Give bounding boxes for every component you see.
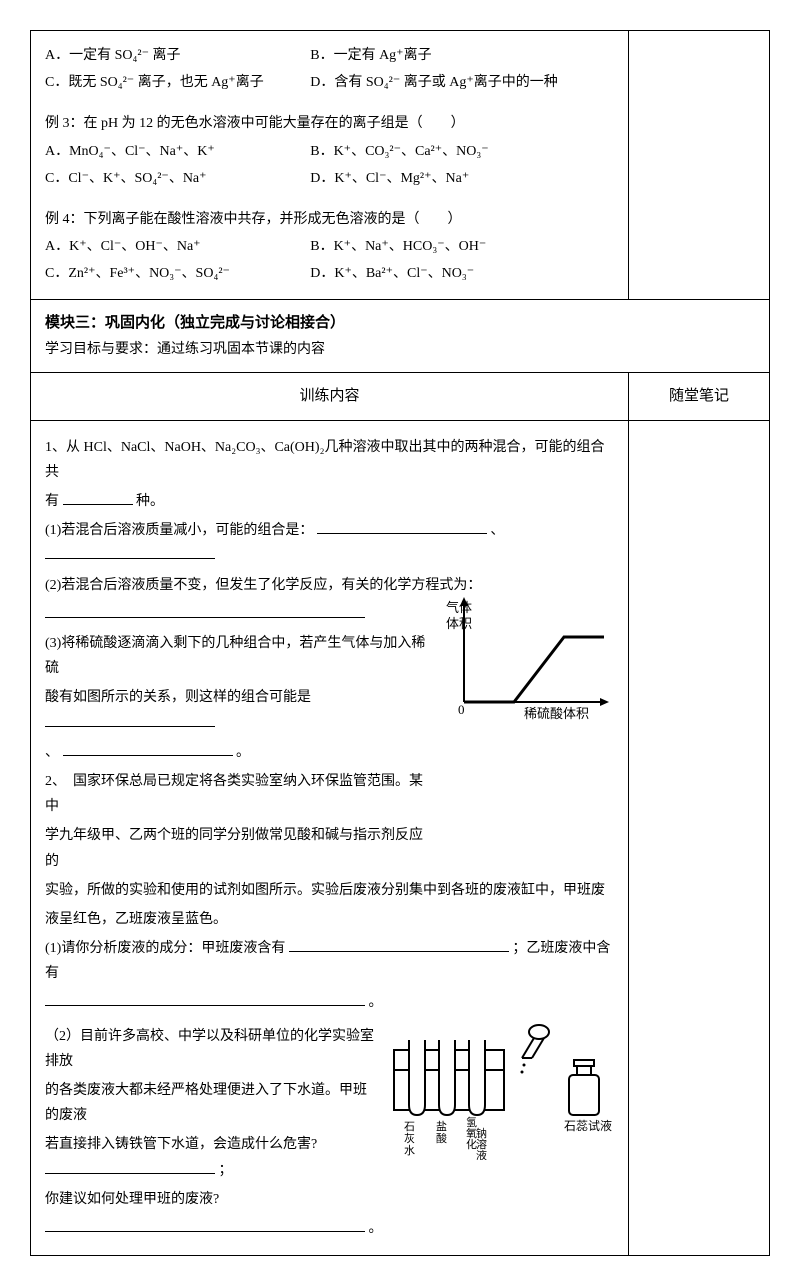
training-notes	[629, 421, 769, 1255]
q2-p2f: 。	[369, 1221, 383, 1236]
q1-blank-count[interactable]	[63, 491, 133, 505]
q2-stem-d: 液呈红色，乙班废液呈蓝色。	[45, 907, 614, 932]
q2-stem-b: 学九年级甲、乙两个班的同学分别做常见酸和碱与指示剂反应的	[45, 823, 434, 873]
q2-stem-c: 实验，所做的实验和使用的试剂如图所示。实验后废液分别集中到各班的废液缸中，甲班废	[45, 878, 614, 903]
q1-p3a: (3)将稀硫酸逐滴滴入剩下的几种组合中，若产生气体与加入稀硫	[45, 631, 434, 681]
header-notes: 随堂笔记	[629, 373, 769, 420]
ex3-row2: C．Cl⁻、K⁺、SO₄²⁻、Na⁺ D．K⁺、Cl⁻、Mg²⁺、Na⁺	[45, 166, 614, 191]
graph-xlabel: 稀硫酸体积	[524, 706, 589, 721]
q1-stem-a: 1、从 HCl、NaCl、NaOH、Na₂CO₃、Ca(OH)₂几种溶液中取出其…	[45, 435, 614, 485]
graph-ylabel1: 气体	[446, 600, 472, 615]
top-opt-d: D．含有 SO₄²⁻ 离子或 Ag⁺离子中的一种	[310, 70, 595, 95]
q1-p1-sep: 、	[490, 523, 504, 538]
top-options-2: C．既无 SO₄²⁻ 离子，也无 Ag⁺离子 D．含有 SO₄²⁻ 离子或 Ag…	[45, 70, 614, 95]
header-training: 训练内容	[31, 373, 629, 420]
q2-p2-section: 石 灰 水 盐 酸 氢 氧 化 钠 溶 液 石蕊试液 （2）目前许多高校、中学以	[45, 1020, 614, 1246]
q2-p1c: 。	[369, 995, 383, 1010]
svg-text:灰: 灰	[404, 1131, 415, 1145]
top-options-1: A．一定有 SO₄²⁻ 离子 B．一定有 Ag⁺离子	[45, 43, 614, 68]
module3-title: 模块三：巩固内化（独立完成与讨论相接合）	[45, 310, 755, 337]
diag-label1-a: 石	[404, 1121, 415, 1133]
q2-p1-line: (1)请你分析废液的成分：甲班废液含有 ；乙班废液中含有	[45, 936, 614, 986]
q2-p1-blank1[interactable]	[289, 938, 509, 952]
examples-row: A．一定有 SO₄²⁻ 离子 B．一定有 Ag⁺离子 C．既无 SO₄²⁻ 离子…	[31, 31, 769, 300]
top-opt-b: B．一定有 Ag⁺离子	[310, 43, 595, 68]
header-row: 训练内容 随堂笔记	[31, 373, 769, 421]
svg-text:水: 水	[404, 1144, 415, 1157]
q1-graph-section: 气体 体积 0 稀硫酸体积 (3)将稀硫酸逐滴滴入剩下的几种组合中，若产生气体与…	[45, 602, 614, 874]
worksheet-page: A．一定有 SO₄²⁻ 离子 B．一定有 Ag⁺离子 C．既无 SO₄²⁻ 离子…	[30, 30, 770, 1256]
q1-p3d: 。	[236, 745, 250, 760]
q2-p2e: 你建议如何处理甲班的废液?	[45, 1187, 614, 1212]
svg-text:0: 0	[458, 702, 465, 717]
ex4-opt-d: D．K⁺、Ba²⁺、Cl⁻、NO₃⁻	[310, 261, 595, 286]
q1-p2-blank[interactable]	[45, 604, 365, 618]
module3-goal: 学习目标与要求：通过练习巩固本节课的内容	[45, 337, 755, 362]
ex4-row1: A．K⁺、Cl⁻、OH⁻、Na⁺ B．K⁺、Na⁺、HCO₃⁻、OH⁻	[45, 234, 614, 259]
module3-content: 模块三：巩固内化（独立完成与讨论相接合） 学习目标与要求：通过练习巩固本节课的内…	[31, 300, 769, 372]
q1-p1-text: (1)若混合后溶液质量减小，可能的组合是：	[45, 523, 313, 538]
q2-p1a: (1)请你分析废液的成分：甲班废液含有	[45, 941, 285, 956]
svg-text:液: 液	[476, 1148, 487, 1160]
q1-p3b: 酸有如图所示的关系，则这样的组合可能是	[45, 690, 311, 705]
ex3-row1: A．MnO₄⁻、Cl⁻、Na⁺、K⁺ B．K⁺、CO₃²⁻、Ca²⁺、NO₃⁻	[45, 139, 614, 164]
svg-text:酸: 酸	[436, 1131, 447, 1145]
diag-label2-a: 盐	[436, 1120, 447, 1133]
q2-stem-a: 2、 国家环保总局已规定将各类实验室纳入环保监管范围。某中	[45, 769, 434, 819]
q2-p2c: 若直接排入铸铁管下水道，会造成什么危害?	[45, 1137, 317, 1152]
q2-p2-blank1[interactable]	[45, 1160, 215, 1174]
q2-p1-blank2[interactable]	[45, 992, 365, 1006]
top-opt-a: A．一定有 SO₄²⁻ 离子	[45, 43, 307, 68]
ex3-opt-a: A．MnO₄⁻、Cl⁻、Na⁺、K⁺	[45, 139, 307, 164]
svg-text:溶: 溶	[476, 1137, 487, 1151]
q2-p1-line2: 。	[45, 990, 614, 1015]
examples-content: A．一定有 SO₄²⁻ 离子 B．一定有 Ag⁺离子 C．既无 SO₄²⁻ 离子…	[31, 31, 629, 299]
ex4-opt-b: B．K⁺、Na⁺、HCO₃⁻、OH⁻	[310, 234, 595, 259]
ex4-opt-a: A．K⁺、Cl⁻、OH⁻、Na⁺	[45, 234, 307, 259]
training-content: 1、从 HCl、NaCl、NaOH、Na₂CO₃、Ca(OH)₂几种溶液中取出其…	[31, 421, 629, 1255]
q1-p3c: 、	[45, 745, 59, 760]
q2-p2-blank2[interactable]	[45, 1218, 365, 1232]
q1-p1-blank1[interactable]	[317, 520, 487, 534]
q1-stem-b: 有	[45, 494, 59, 509]
q2-p2d: ；	[219, 1163, 233, 1178]
svg-text:钠: 钠	[476, 1126, 487, 1140]
svg-text:氢: 氢	[466, 1115, 477, 1129]
ex4-opt-c: C．Zn²⁺、Fe³⁺、NO₃⁻、SO₄²⁻	[45, 261, 307, 286]
graph-ylabel2: 体积	[446, 616, 472, 631]
top-opt-c: C．既无 SO₄²⁻ 离子，也无 Ag⁺离子	[45, 70, 307, 95]
q1-stem-c: 种。	[136, 494, 164, 509]
q1-p3c-line: 、 。	[45, 740, 434, 765]
ex4-title: 例 4：下列离子能在酸性溶液中共存，并形成无色溶液的是（ ）	[45, 207, 614, 232]
gas-volume-graph: 气体 体积 0 稀硫酸体积	[444, 592, 614, 722]
examples-notes	[629, 31, 769, 299]
q1-stem-line2: 有 种。	[45, 489, 614, 514]
q1-p3-blank1[interactable]	[45, 713, 215, 727]
module3-row: 模块三：巩固内化（独立完成与讨论相接合） 学习目标与要求：通过练习巩固本节课的内…	[31, 300, 769, 373]
q2-p2f-line: 。	[45, 1216, 614, 1241]
q1-p1-blank2[interactable]	[45, 545, 215, 559]
ex3-title: 例 3：在 pH 为 12 的无色水溶液中可能大量存在的离子组是（ ）	[45, 111, 614, 136]
q1-p3b-line: 酸有如图所示的关系，则这样的组合可能是	[45, 685, 434, 735]
ex4-row2: C．Zn²⁺、Fe³⁺、NO₃⁻、SO₄²⁻ D．K⁺、Ba²⁺、Cl⁻、NO₃…	[45, 261, 614, 286]
ex3-opt-d: D．K⁺、Cl⁻、Mg²⁺、Na⁺	[310, 166, 595, 191]
ex3-opt-c: C．Cl⁻、K⁺、SO₄²⁻、Na⁺	[45, 166, 307, 191]
q1-p1: (1)若混合后溶液质量减小，可能的组合是： 、	[45, 518, 614, 568]
q1-p3-blank2[interactable]	[63, 742, 233, 756]
ex3-opt-b: B．K⁺、CO₃²⁻、Ca²⁺、NO₃⁻	[310, 139, 595, 164]
diag-label4: 石蕊试液	[564, 1118, 612, 1133]
experiment-diagram: 石 灰 水 盐 酸 氢 氧 化 钠 溶 液 石蕊试液	[384, 1020, 614, 1160]
training-row: 1、从 HCl、NaCl、NaOH、Na₂CO₃、Ca(OH)₂几种溶液中取出其…	[31, 421, 769, 1255]
